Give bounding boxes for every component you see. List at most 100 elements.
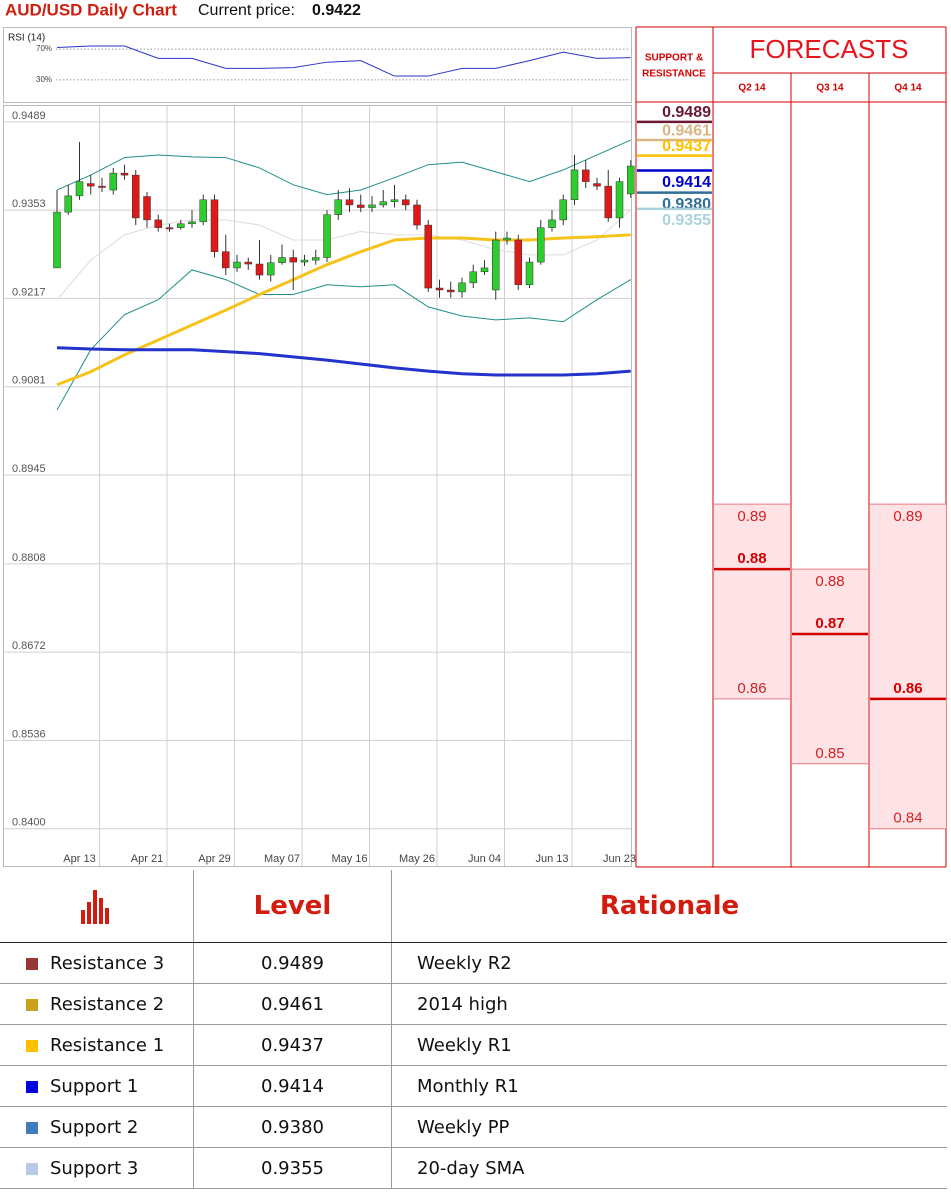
candle-body bbox=[570, 169, 579, 201]
table-row: Support 1 0.9414 Monthly R1 bbox=[0, 1065, 947, 1107]
indicator-line bbox=[56, 233, 631, 387]
forecast-mid-label: 0.86 bbox=[893, 680, 922, 697]
candle-body bbox=[537, 227, 545, 263]
candle-body bbox=[289, 257, 297, 263]
candle-body bbox=[267, 262, 275, 276]
candle-body bbox=[593, 183, 601, 187]
candle-body bbox=[312, 257, 320, 261]
indicator-line bbox=[56, 139, 631, 196]
row-name: Support 3 bbox=[50, 1157, 139, 1179]
candle-body bbox=[210, 199, 219, 252]
forecast-mid-label: 0.87 bbox=[815, 615, 844, 632]
forecast-mid-label: 0.88 bbox=[737, 550, 766, 567]
candle-body bbox=[525, 261, 534, 286]
candle-body bbox=[233, 261, 241, 269]
row-rationale: Weekly R2 bbox=[391, 942, 947, 984]
candle-body bbox=[87, 183, 95, 187]
x-tick-label: Jun 23 bbox=[603, 853, 636, 865]
candle-body bbox=[199, 199, 207, 223]
row-name: Support 2 bbox=[50, 1116, 139, 1138]
row-color bbox=[26, 1080, 38, 1093]
row-color bbox=[26, 1121, 38, 1134]
candle-body bbox=[480, 267, 489, 273]
candle-body bbox=[222, 251, 230, 269]
candle-body bbox=[278, 257, 286, 263]
x-tick-label: May 16 bbox=[331, 853, 367, 865]
x-tick-label: May 07 bbox=[264, 853, 300, 865]
y-tick-label: 0.8945 bbox=[12, 463, 46, 475]
candle-body bbox=[604, 185, 612, 219]
forecast-range bbox=[714, 504, 790, 699]
candle-body bbox=[368, 204, 376, 208]
candle-body bbox=[255, 263, 264, 276]
row-color bbox=[26, 957, 38, 970]
table-row: Support 2 0.9380 Weekly PP bbox=[0, 1106, 947, 1148]
row-name: Resistance 2 bbox=[50, 993, 165, 1015]
candle-body bbox=[345, 199, 354, 206]
row-level: 0.9414 bbox=[193, 1065, 392, 1107]
candle-body bbox=[323, 214, 331, 258]
row-name-cell: Resistance 1 bbox=[0, 1024, 194, 1066]
y-tick-label: 0.9353 bbox=[12, 198, 46, 210]
row-color bbox=[26, 1162, 38, 1175]
row-name-cell: Support 3 bbox=[0, 1147, 194, 1189]
forecast-high-label: 0.88 bbox=[815, 573, 844, 590]
page-title: AUD/USD Daily Chart bbox=[5, 0, 177, 19]
forecast-low-label: 0.84 bbox=[893, 810, 922, 827]
candle-body bbox=[548, 219, 556, 228]
row-name-cell: Support 1 bbox=[0, 1065, 194, 1107]
rsi-frame bbox=[3, 27, 632, 103]
forecast-range bbox=[870, 504, 946, 829]
level-label: 0.9414 bbox=[662, 174, 711, 191]
row-level: 0.9355 bbox=[193, 1147, 392, 1189]
candle-body bbox=[390, 199, 399, 202]
candle-body bbox=[402, 199, 410, 206]
candle-body bbox=[469, 271, 477, 284]
candle-body bbox=[177, 223, 185, 228]
level-label: 0.9461 bbox=[662, 122, 711, 139]
rsi-tick-label: 30% bbox=[36, 75, 52, 84]
sr-title: SUPPORT & bbox=[645, 53, 703, 64]
row-rationale: 20-day SMA bbox=[391, 1147, 947, 1189]
candle-body bbox=[132, 174, 140, 219]
sr-title: RESISTANCE bbox=[642, 69, 706, 80]
candle-body bbox=[503, 237, 511, 241]
y-tick-label: 0.8400 bbox=[12, 817, 46, 829]
icon bbox=[80, 890, 109, 924]
forecast-range bbox=[792, 569, 868, 764]
forecast-high-label: 0.89 bbox=[737, 508, 766, 525]
row-color bbox=[26, 998, 38, 1011]
candle-body bbox=[379, 201, 387, 206]
level-table: Level Rationale Resistance 3 0.9489 Weekly… bbox=[0, 870, 947, 1189]
level-label: 0.9489 bbox=[662, 104, 711, 121]
row-name-cell: Resistance 3 bbox=[0, 942, 194, 984]
candle-body bbox=[64, 195, 72, 213]
candle-body bbox=[413, 204, 421, 226]
candle-body bbox=[514, 239, 522, 286]
candle-body bbox=[627, 165, 635, 195]
level-label: 0.9437 bbox=[662, 138, 711, 155]
indicator-line bbox=[56, 269, 632, 411]
y-tick-label: 0.9081 bbox=[12, 375, 46, 387]
price-label: Current price: bbox=[198, 2, 295, 19]
row-rationale: Weekly R1 bbox=[391, 1024, 947, 1066]
table-row: Resistance 3 0.9489 Weekly R2 bbox=[0, 942, 947, 984]
forecast-low-label: 0.85 bbox=[815, 745, 844, 762]
level-label: 0.9355 bbox=[662, 212, 711, 229]
x-tick-label: Apr 29 bbox=[198, 853, 230, 865]
forecast-column-label: Q4 14 bbox=[894, 83, 922, 94]
plot-frame bbox=[3, 105, 632, 867]
rsi-tick-label: 70% bbox=[36, 44, 52, 53]
candle-body bbox=[357, 204, 365, 208]
row-name-cell: Resistance 2 bbox=[0, 983, 194, 1025]
forecast-column-label: Q2 14 bbox=[738, 83, 766, 94]
row-color bbox=[26, 1039, 38, 1052]
table-row: Support 3 0.9355 20-day SMA bbox=[0, 1147, 947, 1189]
table-col-header: Level bbox=[193, 870, 392, 943]
table-header: Level Rationale bbox=[0, 870, 947, 943]
row-name: Support 1 bbox=[50, 1075, 139, 1097]
candle-body bbox=[300, 259, 309, 263]
row-name: Resistance 3 bbox=[50, 952, 165, 974]
y-tick-label: 0.8536 bbox=[12, 728, 46, 740]
